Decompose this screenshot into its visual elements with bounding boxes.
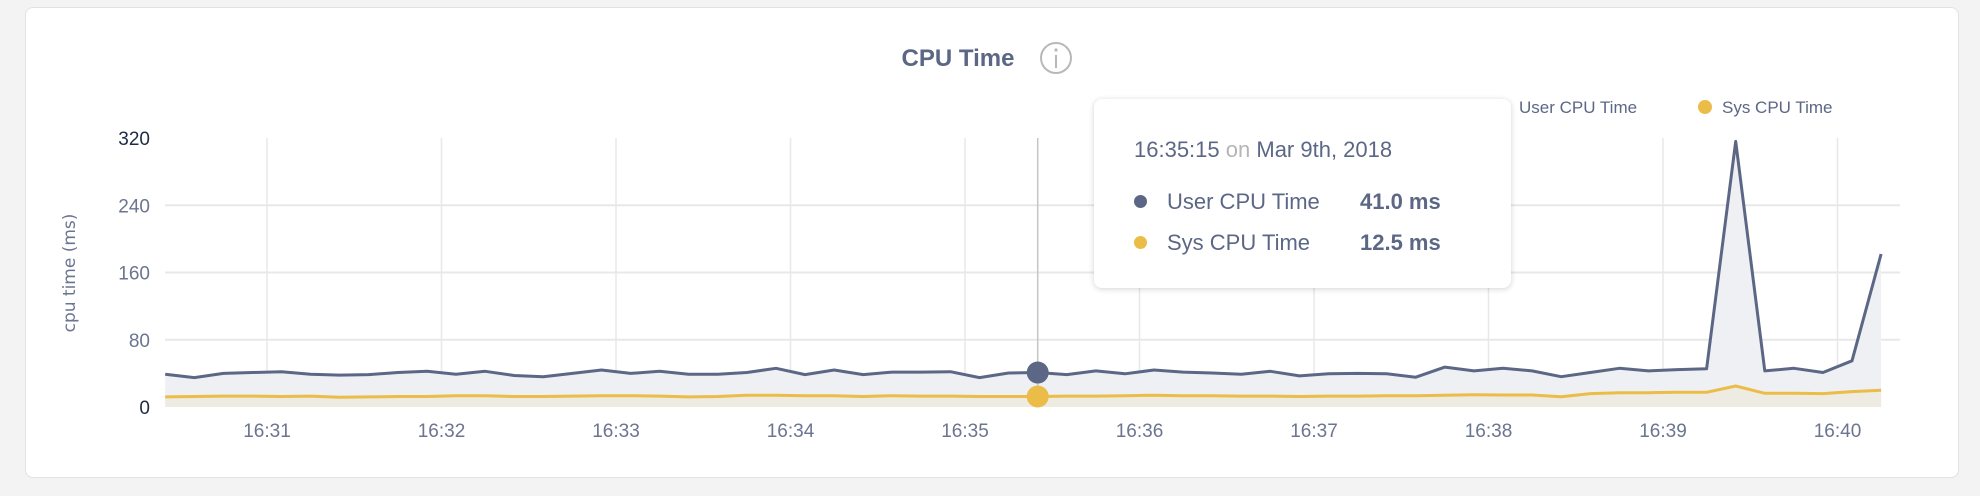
tooltip-row-user: User CPU Time 41.0 ms	[1134, 181, 1511, 222]
series-areas	[165, 141, 1882, 407]
sys-hover-point	[1026, 385, 1049, 408]
x-tick-label: 16:37	[1290, 421, 1338, 442]
x-tick-label: 16:38	[1465, 421, 1513, 442]
y-axis-title: cpu time (ms)	[60, 214, 80, 333]
user-cpu-line	[165, 139, 1883, 380]
hover-markers	[1026, 361, 1049, 408]
x-tick-label: 16:32	[418, 421, 466, 442]
y-tick-label: 320	[118, 129, 150, 150]
x-axis-ticks: 16:31 16:32 16:33 16:34 16:35 16:36 16:37 16:38…	[243, 421, 1861, 442]
series-lines	[165, 139, 1883, 399]
sys-dot-icon	[1134, 236, 1147, 249]
user-cpu-area	[165, 141, 1882, 407]
y-tick-label: 80	[129, 331, 150, 352]
user-hover-point	[1026, 361, 1049, 384]
grid	[165, 138, 1900, 407]
tooltip-label: User CPU Time	[1167, 188, 1320, 214]
x-tick-label: 16:34	[767, 421, 815, 442]
tooltip-date: Mar 9th, 2018	[1256, 137, 1393, 162]
y-tick-label: 0	[139, 398, 150, 419]
x-tick-label: 16:31	[243, 421, 291, 442]
y-tick-label: 160	[118, 264, 150, 285]
tooltip-time: 16:35:15	[1134, 137, 1220, 162]
x-tick-label: 16:36	[1116, 421, 1164, 442]
sys-legend-dot-icon	[1698, 100, 1712, 114]
chart-title: CPU Time	[902, 45, 1015, 72]
tooltip-header: 16:35:15 on Mar 9th, 2018	[1134, 137, 1511, 163]
x-tick-label: 16:33	[592, 421, 640, 442]
info-circle-icon[interactable]	[1040, 42, 1072, 74]
legend-label: User CPU Time	[1519, 98, 1637, 117]
y-tick-label: 240	[118, 196, 150, 217]
x-tick-label: 16:39	[1639, 421, 1687, 442]
sys-cpu-line	[165, 384, 1882, 399]
x-tick-label: 16:35	[941, 421, 989, 442]
x-tick-label: 16:40	[1814, 421, 1862, 442]
legend-label: Sys CPU Time	[1722, 98, 1833, 117]
tooltip-label: Sys CPU Time	[1167, 229, 1311, 255]
tooltip-value: 41.0 ms	[1360, 188, 1441, 214]
tooltip-on: on	[1225, 137, 1251, 162]
legend: User CPU Time Sys CPU Time	[1493, 98, 1833, 117]
tooltip-value: 12.5 ms	[1360, 229, 1441, 255]
tooltip: 16:35:15 on Mar 9th, 2018 User CPU Time …	[1094, 99, 1511, 288]
y-axis-ticks: 0 80 160 240 320	[118, 129, 150, 419]
user-dot-icon	[1134, 195, 1147, 208]
tooltip-row-sys: Sys CPU Time 12.5 ms	[1134, 222, 1511, 263]
